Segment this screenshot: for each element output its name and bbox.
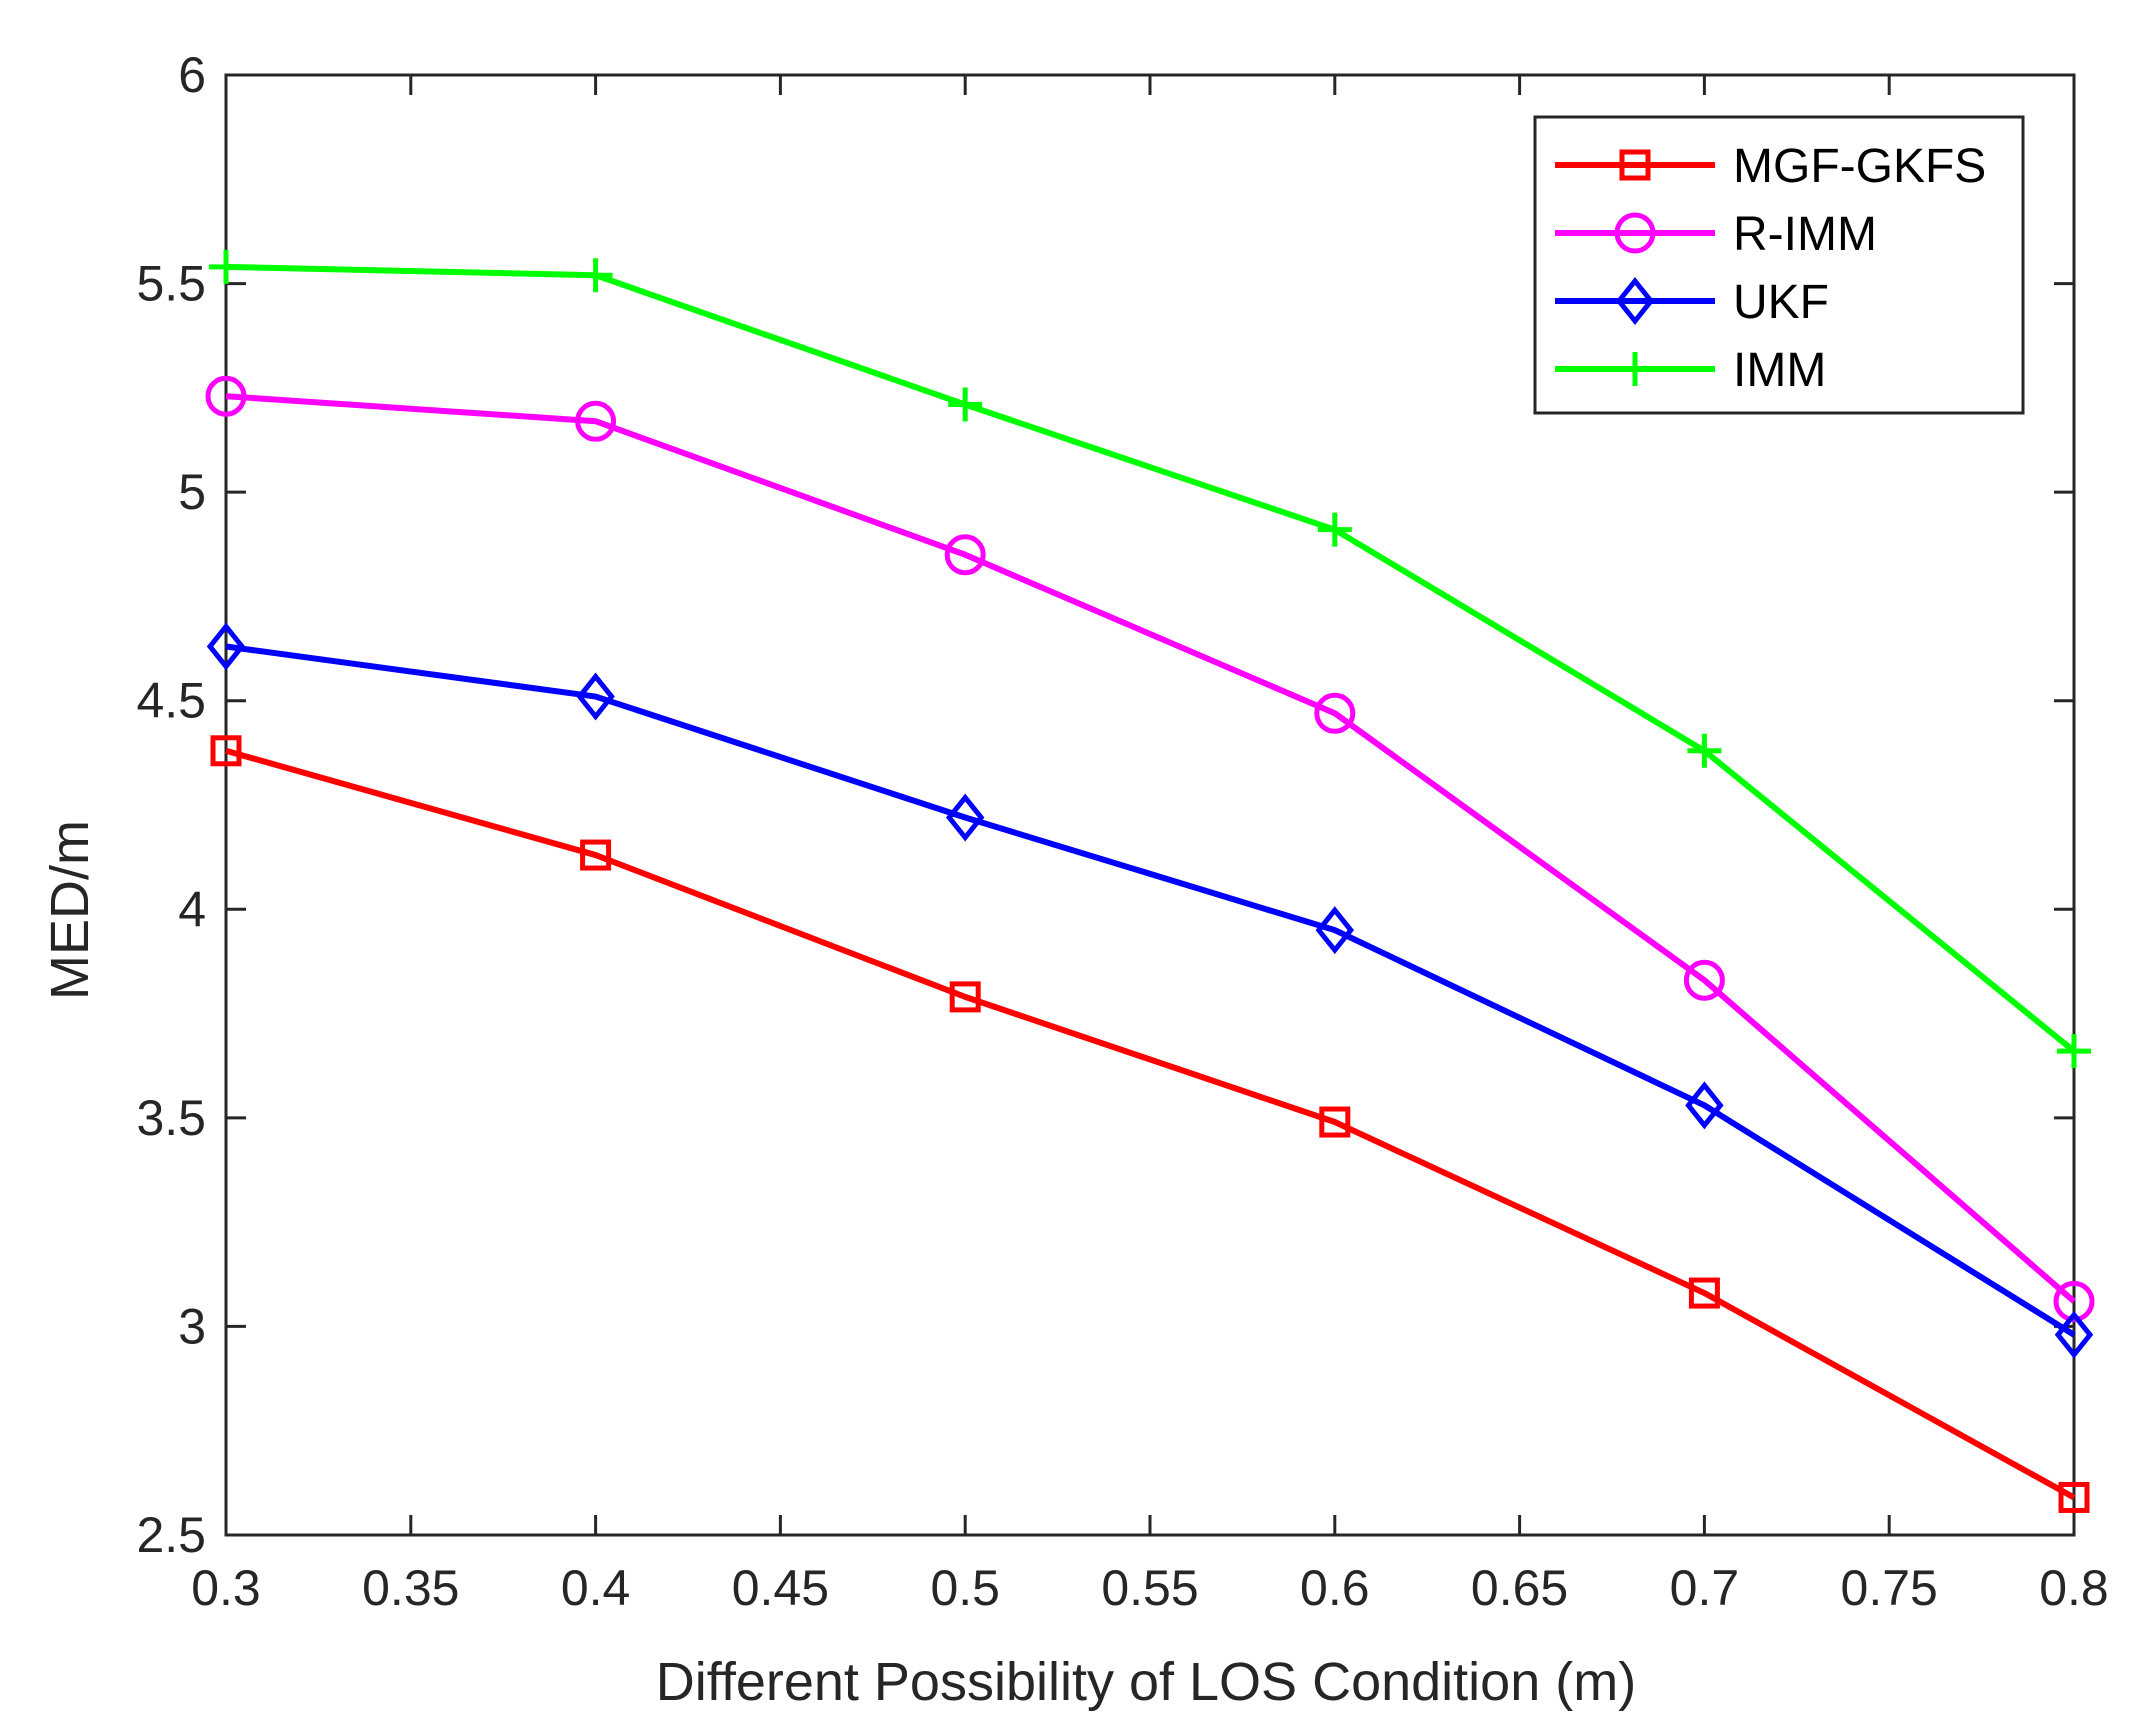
data-point <box>578 258 613 293</box>
x-tick-label: 0.65 <box>1471 1560 1568 1616</box>
data-point <box>210 735 242 767</box>
x-tick-label: 0.6 <box>1300 1560 1370 1616</box>
series-r-imm <box>205 375 2095 1322</box>
series-line <box>225 643 2076 1338</box>
y-tick-label: 6 <box>178 47 206 103</box>
y-tick-label: 2.5 <box>136 1507 206 1563</box>
y-tick-label: 5.5 <box>136 256 206 312</box>
series-line <box>225 393 2076 1304</box>
x-tick-label: 0.35 <box>362 1560 459 1616</box>
y-tick-label: 4.5 <box>136 673 206 729</box>
x-tick-label: 0.7 <box>1670 1560 1740 1616</box>
x-axis-label: Different Possibility of LOS Condition (… <box>656 1652 1636 1712</box>
data-point <box>1683 959 1725 1001</box>
series-mgf-gkfs <box>210 735 2090 1513</box>
data-point <box>576 672 615 721</box>
y-tick-label: 3 <box>178 1298 206 1354</box>
data-point <box>575 400 617 442</box>
x-tick-label: 0.45 <box>732 1560 829 1616</box>
x-tick-label: 0.8 <box>2039 1560 2109 1616</box>
data-point <box>948 387 983 422</box>
data-point <box>1685 1081 1724 1130</box>
data-point <box>209 249 243 284</box>
data-point <box>944 534 986 576</box>
data-point <box>2057 1034 2091 1069</box>
series-imm <box>209 249 2091 1069</box>
series-line <box>225 263 2076 1054</box>
legend-label: MGF-GKFS <box>1733 140 1986 193</box>
legend-label: R-IMM <box>1733 208 1877 261</box>
data-point <box>205 375 247 417</box>
data-point <box>580 839 612 871</box>
data-point <box>945 793 985 842</box>
legend-label: IMM <box>1733 344 1826 397</box>
data-point <box>1314 692 1356 734</box>
data-point <box>2054 1310 2094 1359</box>
y-tick-label: 5 <box>178 464 206 520</box>
data-point <box>2053 1280 2095 1322</box>
y-tick-label: 4 <box>178 881 206 937</box>
legend-marker <box>1619 149 1651 181</box>
plot-area: 0.3 0.35 0.4 0.45 0.5 0.55 0.6 0.65 0.7 0.75 0.8 2.… <box>136 47 2108 1616</box>
legend-marker <box>1614 212 1656 254</box>
x-tick-label: 0.55 <box>1101 1560 1198 1616</box>
data-point <box>206 622 246 671</box>
legend: MGF-GKFS R-IMM UKF IMM <box>1533 115 2025 415</box>
data-point <box>949 981 981 1013</box>
data-point <box>1317 512 1352 547</box>
x-tick-label: 0.4 <box>561 1560 631 1616</box>
y-axis-label: MED/m <box>40 820 100 1000</box>
x-tick-label: 0.3 <box>191 1560 261 1616</box>
data-point <box>1687 733 1722 768</box>
legend-marker <box>1618 352 1652 386</box>
series-ukf <box>206 622 2094 1359</box>
data-point <box>2058 1481 2090 1513</box>
data-point <box>1315 906 1355 955</box>
x-tick-label: 0.5 <box>930 1560 1000 1616</box>
data-point <box>1688 1277 1720 1309</box>
series-line <box>225 747 2076 1501</box>
data-point <box>1319 1106 1351 1138</box>
legend-label: UKF <box>1733 276 1829 329</box>
legend-marker <box>1615 276 1655 326</box>
y-tick-label: 3.5 <box>136 1090 206 1146</box>
x-tick-label: 0.75 <box>1841 1560 1938 1616</box>
